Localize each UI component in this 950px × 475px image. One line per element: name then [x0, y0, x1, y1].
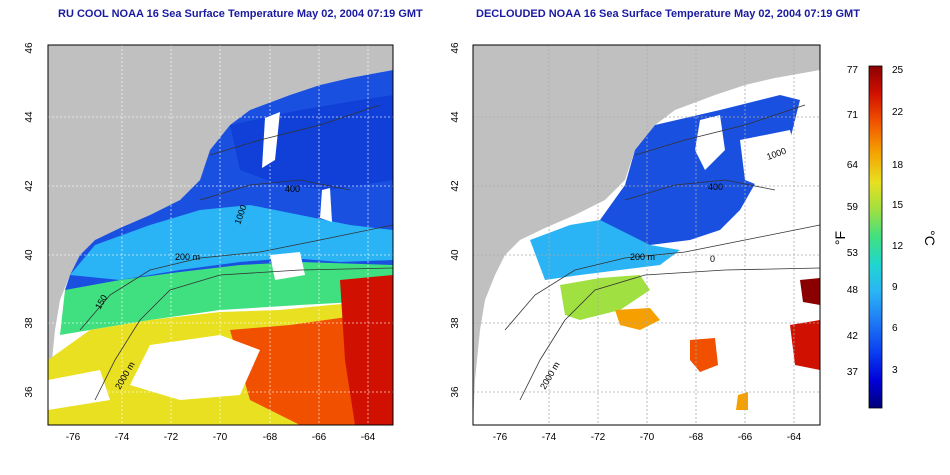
left-x-tick: -74	[115, 432, 130, 443]
left-y-tick: 38	[24, 317, 35, 329]
colorbar-f-tick: 59	[847, 202, 859, 213]
left-contour-label-400: 400	[285, 184, 300, 194]
right-y-tick: 42	[450, 180, 461, 192]
left-x-tick: -76	[66, 432, 81, 443]
left-y-tick: 40	[24, 249, 35, 261]
right-y-tick: 40	[450, 249, 461, 261]
fahrenheit-label: °F	[832, 231, 848, 245]
left-x-tick: -72	[164, 432, 179, 443]
colorbar-f-tick: 48	[847, 285, 859, 296]
right-y-tick: 38	[450, 317, 461, 329]
right-map-title: DECLOUDED NOAA 16 Sea Surface Temperatur…	[476, 8, 860, 20]
right-x-tick: -72	[591, 432, 606, 443]
left-x-tick: -70	[213, 432, 228, 443]
left-x-tick: -66	[312, 432, 327, 443]
right-y-tick: 44	[450, 111, 461, 123]
right-x-tick: -76	[493, 432, 508, 443]
colorbar-f-tick: 37	[847, 367, 859, 378]
colorbar-f-tick: 64	[847, 160, 859, 171]
colorbar-c-tick: 25	[892, 65, 904, 76]
right-x-tick: -70	[640, 432, 655, 443]
left-map-title: RU COOL NOAA 16 Sea Surface Temperature …	[58, 8, 423, 20]
left-map-frame	[47, 44, 394, 426]
right-contour-label-400: 400	[708, 182, 723, 192]
colorbar-c-tick: 15	[892, 200, 904, 211]
right-y-tick: 46	[450, 42, 461, 54]
right-x-tick: -74	[542, 432, 557, 443]
left-y-tick: 44	[24, 111, 35, 123]
colorbar-c-tick: 6	[892, 323, 898, 334]
left-x-tick: -64	[361, 432, 376, 443]
colorbar-c-tick: 12	[892, 241, 904, 252]
right-contour-label-200: 200 m	[630, 252, 655, 262]
colorbar-f-tick: 53	[847, 248, 859, 259]
left-y-tick: 42	[24, 180, 35, 192]
left-contour-label-200: 200 m	[175, 252, 200, 262]
temperature-colorbar	[868, 65, 883, 409]
celsius-label: °C	[922, 230, 938, 246]
left-y-tick: 46	[24, 42, 35, 54]
left-x-tick: -68	[263, 432, 278, 443]
colorbar-f-tick: 71	[847, 110, 859, 121]
right-map-frame	[472, 44, 821, 426]
colorbar-f-tick: 42	[847, 331, 859, 342]
right-x-tick: -66	[738, 432, 753, 443]
colorbar-c-tick: 3	[892, 365, 898, 376]
colorbar-c-tick: 22	[892, 107, 904, 118]
right-contour-label-0: 0	[710, 254, 715, 264]
colorbar-f-tick: 77	[847, 65, 859, 76]
right-x-tick: -68	[689, 432, 704, 443]
colorbar-c-tick: 18	[892, 160, 904, 171]
left-y-tick: 36	[24, 386, 35, 398]
right-sst-map	[473, 45, 820, 425]
right-x-tick: -64	[787, 432, 802, 443]
left-sst-map	[48, 45, 393, 425]
right-y-tick: 36	[450, 386, 461, 398]
colorbar-c-tick: 9	[892, 282, 898, 293]
